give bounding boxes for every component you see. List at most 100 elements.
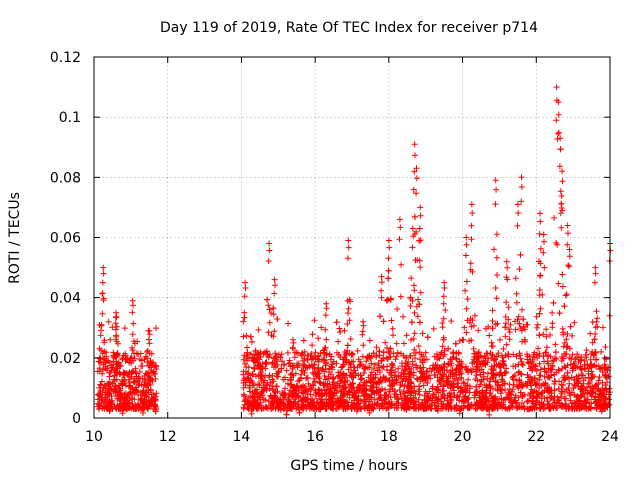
- data-point: [575, 378, 582, 385]
- data-point: [467, 366, 474, 373]
- data-point: [544, 358, 551, 365]
- data-point: [388, 381, 395, 388]
- data-point: [559, 283, 566, 290]
- data-point: [312, 389, 319, 396]
- data-point: [410, 186, 417, 193]
- data-point: [441, 279, 448, 286]
- data-point: [380, 363, 387, 370]
- data-point: [272, 282, 278, 289]
- data-point: [240, 333, 247, 340]
- data-point: [334, 380, 341, 387]
- data-point: [444, 382, 451, 389]
- data-point: [489, 325, 496, 332]
- data-point: [516, 403, 523, 410]
- data-point: [313, 405, 320, 412]
- data-point: [484, 384, 491, 390]
- data-point: [320, 366, 326, 372]
- data-point: [293, 383, 300, 390]
- data-point: [114, 392, 121, 399]
- data-point: [410, 233, 417, 240]
- data-point: [520, 393, 526, 400]
- data-point: [270, 311, 277, 318]
- data-point: [100, 270, 107, 277]
- data-point: [561, 395, 568, 402]
- data-point: [443, 367, 450, 374]
- data-point: [241, 293, 248, 300]
- data-point: [323, 386, 330, 393]
- data-point: [595, 394, 602, 400]
- data-point: [354, 401, 361, 408]
- x-tick-label: 22: [527, 429, 545, 445]
- data-point: [401, 383, 408, 390]
- data-point: [99, 310, 106, 317]
- data-point: [382, 376, 389, 383]
- data-point: [588, 375, 595, 382]
- x-tick-label: 24: [601, 429, 619, 445]
- data-point: [300, 405, 307, 412]
- data-point: [559, 178, 566, 185]
- data-point: [445, 405, 452, 412]
- data-point: [593, 308, 600, 315]
- data-point: [139, 363, 146, 369]
- data-point: [499, 382, 505, 389]
- data-point: [516, 350, 523, 357]
- data-point: [113, 313, 120, 320]
- data-point: [119, 355, 126, 362]
- data-point: [587, 404, 594, 411]
- data-point: [95, 358, 102, 365]
- data-point: [413, 375, 420, 382]
- data-point: [581, 366, 588, 372]
- data-point: [478, 366, 485, 373]
- data-point: [340, 371, 347, 378]
- data-point: [276, 369, 282, 376]
- data-point: [100, 264, 107, 271]
- data-point: [517, 370, 524, 377]
- data-point: [388, 360, 395, 367]
- data-point: [554, 136, 561, 142]
- data-point: [299, 401, 306, 408]
- data-point: [317, 350, 324, 357]
- data-point: [392, 356, 399, 363]
- data-point: [589, 372, 596, 378]
- data-point: [603, 356, 610, 363]
- data-point: [440, 300, 447, 307]
- data-point: [449, 367, 456, 374]
- data-point: [510, 381, 517, 388]
- data-point: [542, 380, 549, 387]
- data-point: [417, 204, 424, 211]
- data-point: [564, 343, 571, 350]
- data-point: [352, 372, 359, 379]
- data-point: [603, 375, 610, 381]
- data-point: [132, 340, 138, 347]
- data-point: [503, 299, 510, 306]
- data-point: [496, 401, 503, 408]
- data-point: [269, 404, 276, 411]
- data-point: [491, 357, 497, 364]
- data-point: [300, 396, 307, 403]
- data-point: [266, 247, 273, 254]
- data-point: [424, 334, 431, 341]
- y-tick-label: 0.04: [50, 291, 81, 307]
- data-point: [111, 403, 118, 410]
- data-point: [534, 324, 540, 331]
- data-point: [572, 356, 579, 363]
- data-point: [323, 351, 330, 358]
- data-point: [593, 318, 600, 325]
- data-point: [463, 234, 470, 241]
- data-point: [533, 367, 540, 374]
- data-point: [482, 355, 489, 362]
- data-point: [407, 380, 414, 387]
- data-point: [518, 327, 525, 334]
- data-point: [263, 359, 270, 366]
- data-point: [602, 344, 609, 350]
- data-point: [581, 394, 588, 400]
- data-point: [292, 387, 299, 394]
- data-point: [448, 381, 455, 388]
- data-point: [119, 410, 126, 417]
- data-point: [415, 343, 422, 349]
- data-point: [408, 275, 415, 282]
- data-point: [131, 379, 138, 386]
- data-point: [273, 353, 280, 360]
- data-point: [447, 356, 454, 363]
- data-point: [411, 168, 418, 175]
